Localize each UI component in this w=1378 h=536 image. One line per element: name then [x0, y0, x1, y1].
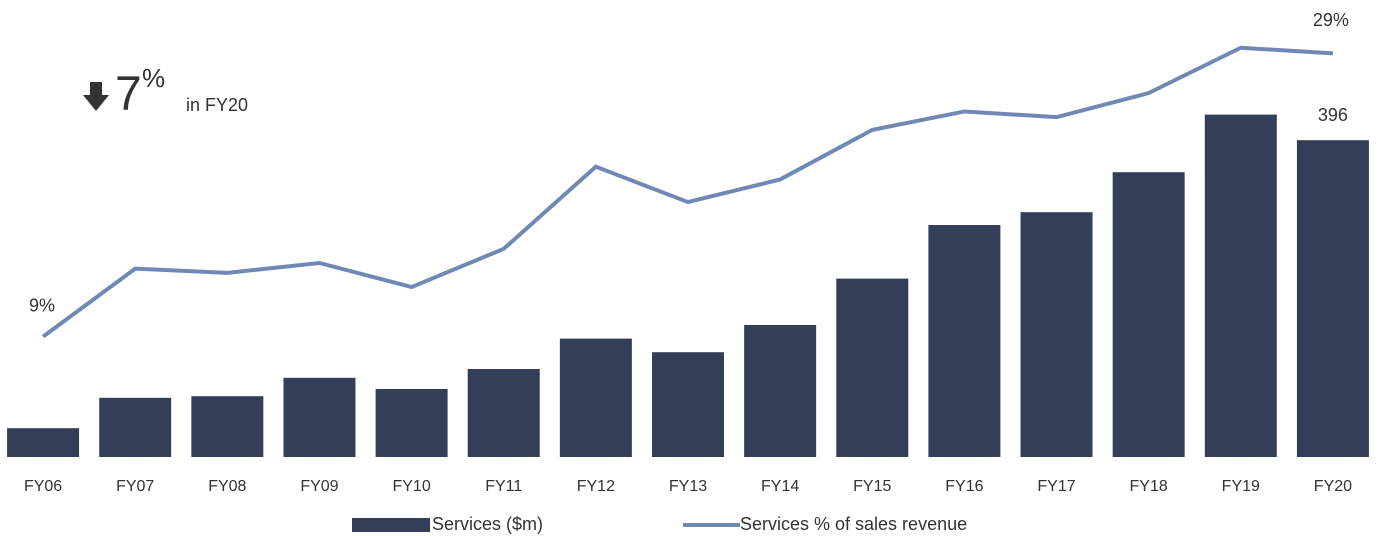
bar — [836, 278, 909, 457]
bar — [99, 397, 172, 457]
x-tick-label: FY14 — [761, 478, 799, 495]
bar — [744, 325, 817, 457]
annotation-change: 7 — [115, 68, 142, 121]
down-arrow — [83, 82, 109, 111]
x-tick-label: FY19 — [1222, 478, 1260, 495]
x-tick-label: FY12 — [577, 478, 615, 495]
x-tick-label: FY13 — [669, 478, 707, 495]
x-tick-label: FY06 — [24, 478, 62, 495]
x-tick-label: FY07 — [116, 478, 154, 495]
data-label: 9% — [29, 295, 55, 315]
x-tick-label: FY09 — [300, 478, 338, 495]
bar — [375, 389, 448, 457]
legend-label: Services % of sales revenue — [740, 514, 967, 534]
x-tick-label: FY11 — [485, 478, 522, 495]
x-tick-label: FY17 — [1037, 478, 1075, 495]
bar — [7, 428, 80, 457]
bar — [928, 225, 1001, 457]
x-tick-label: FY15 — [853, 478, 891, 495]
bar — [1204, 114, 1277, 457]
bar — [1296, 140, 1369, 457]
legend-swatch — [352, 518, 430, 532]
x-tick-label: FY16 — [945, 478, 983, 495]
line — [41, 45, 1334, 339]
x-tick-label: FY20 — [1314, 478, 1352, 495]
data-label: 29% — [1313, 10, 1349, 30]
annotation-period: in FY20 — [186, 95, 248, 115]
bar — [191, 396, 264, 457]
annotation: 7 % in FY20 — [83, 63, 248, 121]
x-tick-label: FY08 — [208, 478, 246, 495]
bar — [1020, 212, 1093, 457]
legend-label: Services ($m) — [432, 514, 543, 534]
x-tick-label: FY18 — [1130, 478, 1168, 495]
bar — [1112, 172, 1185, 457]
x-tick-label: FY10 — [392, 478, 430, 495]
data-label: 396 — [1318, 105, 1348, 125]
annotation-unit: % — [142, 63, 165, 93]
bar — [283, 377, 356, 457]
bar — [467, 369, 540, 457]
bar — [559, 338, 632, 457]
bar — [652, 352, 724, 457]
